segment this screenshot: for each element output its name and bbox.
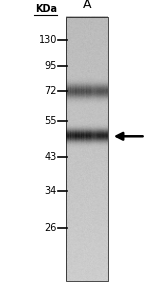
Text: 95: 95 [45, 61, 57, 70]
Text: 130: 130 [39, 36, 57, 45]
Text: 43: 43 [45, 152, 57, 162]
Text: 34: 34 [45, 186, 57, 196]
Text: A: A [83, 0, 91, 11]
Text: 26: 26 [45, 223, 57, 234]
Text: 55: 55 [45, 116, 57, 126]
Bar [66, 17, 108, 281]
Text: KDa: KDa [35, 4, 57, 14]
Text: 72: 72 [45, 86, 57, 96]
